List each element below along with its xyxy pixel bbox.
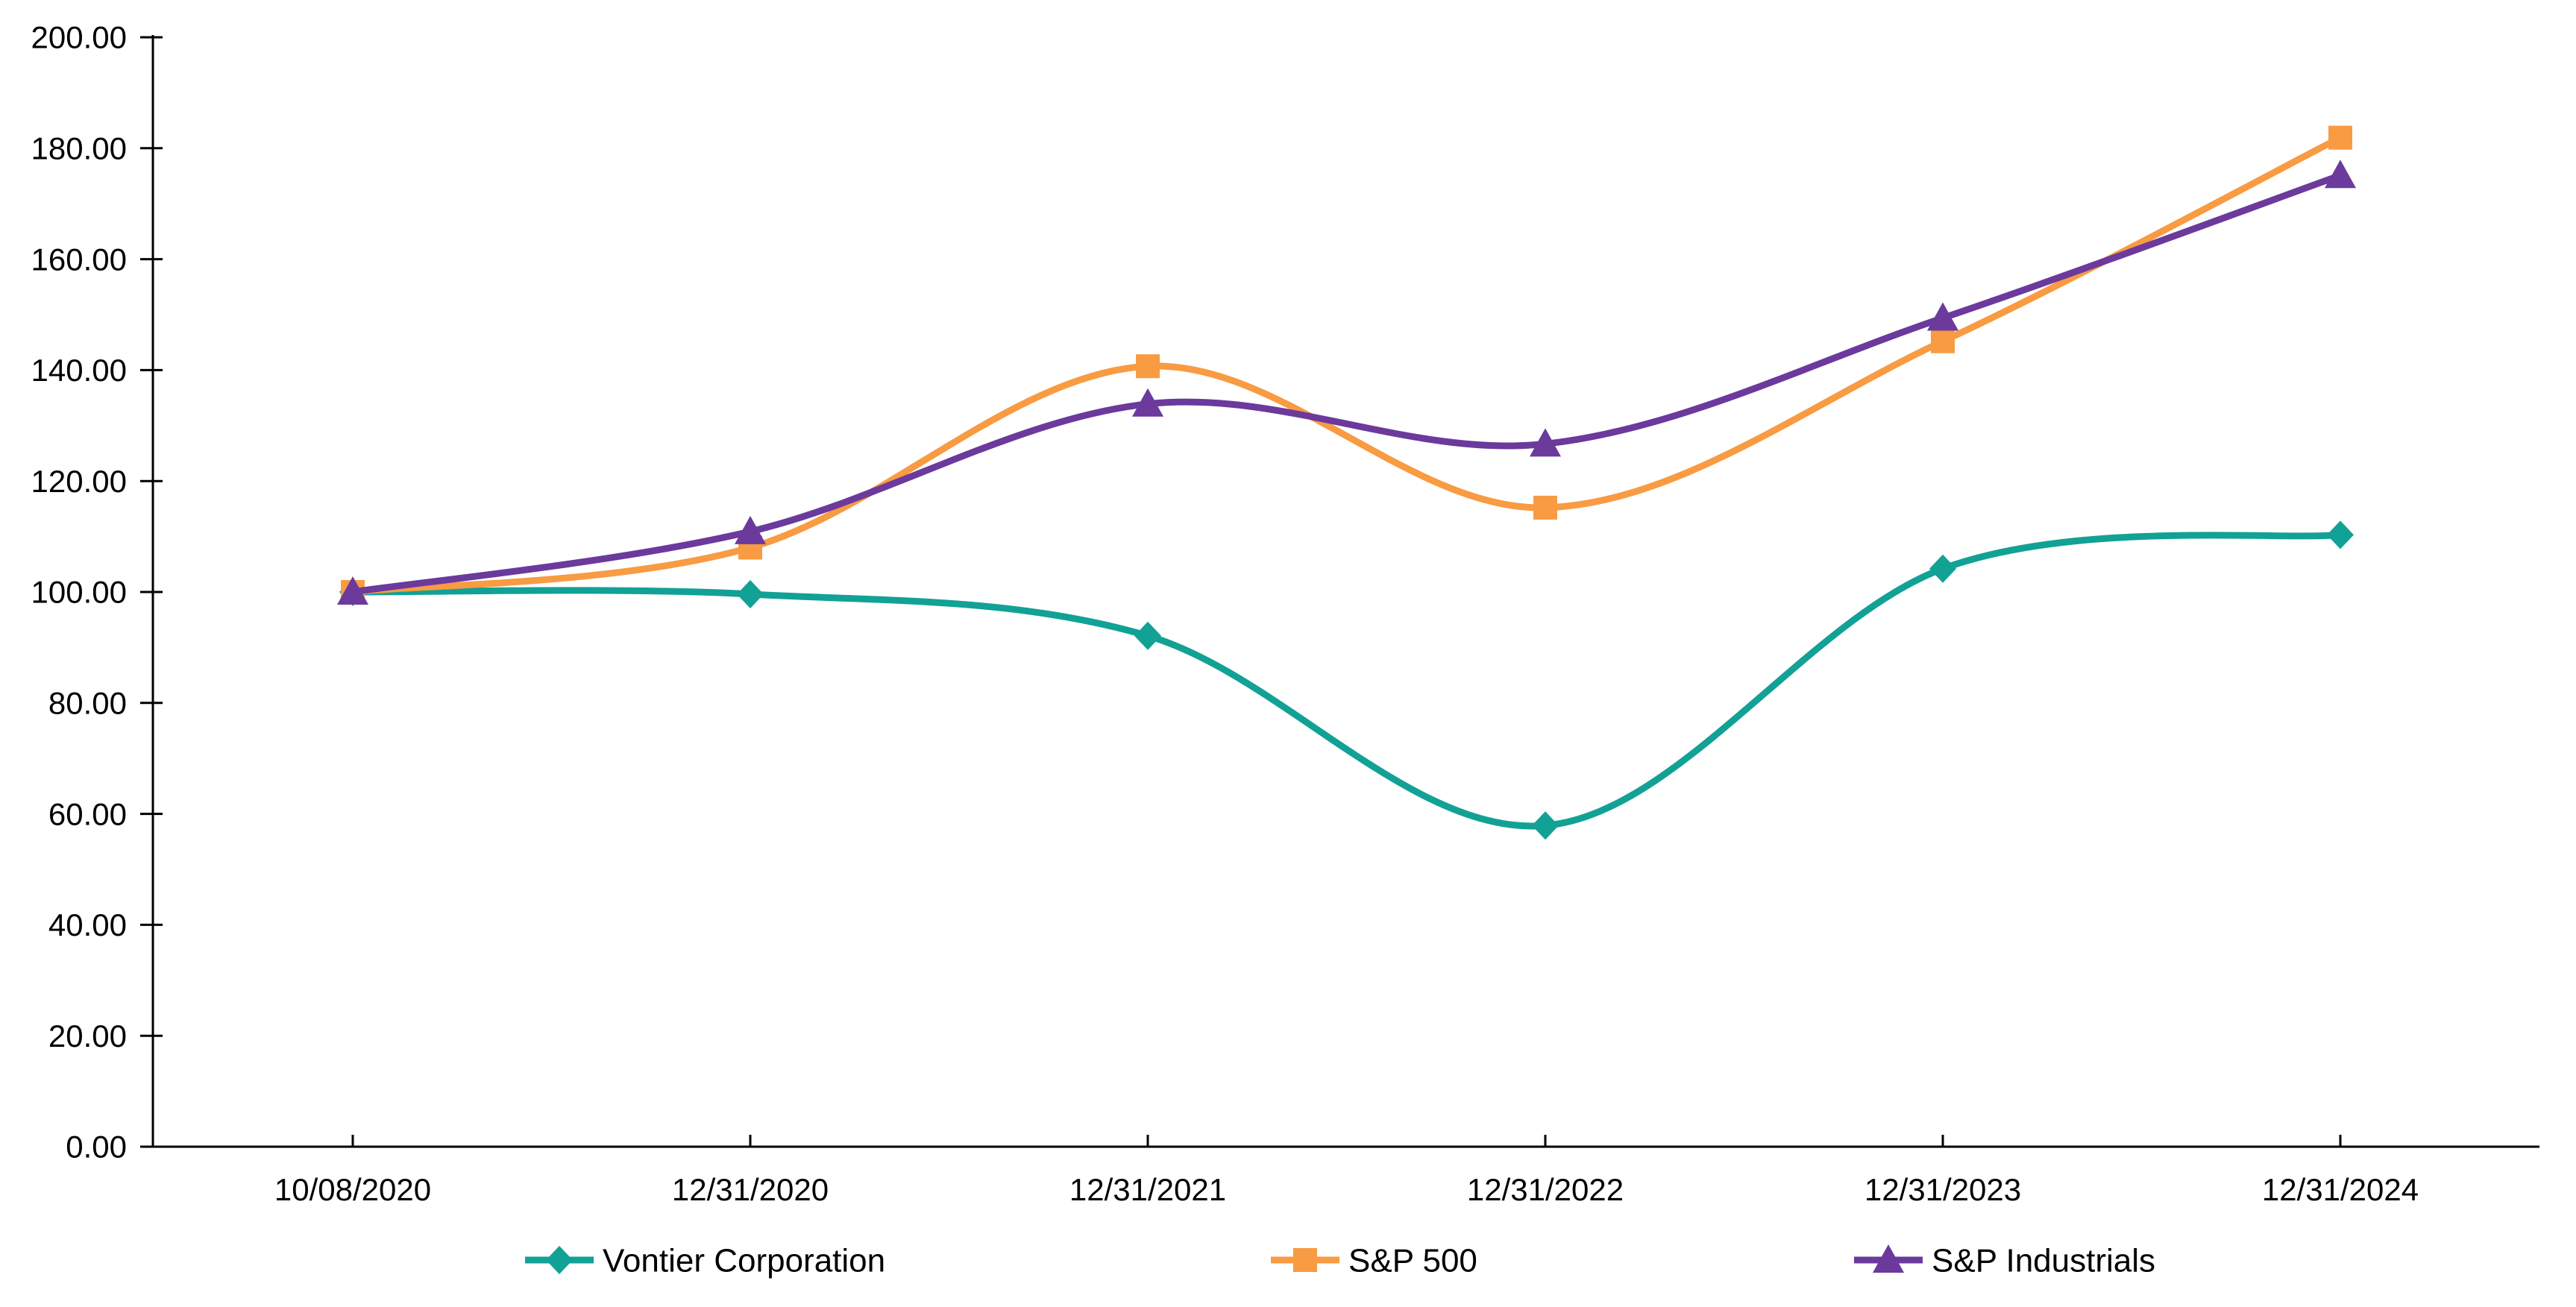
series-s-p-500-line: [349, 134, 2344, 596]
series-vontier-corporation-diamond-marker: [2327, 520, 2354, 549]
y-tick-label: 160.00: [31, 242, 127, 277]
x-tick-label: 12/31/2023: [1865, 1172, 2021, 1207]
legend-label: S&P 500: [1348, 1242, 1477, 1279]
y-tick-label: 120.00: [31, 464, 127, 499]
legend-label: S&P Industrials: [1932, 1242, 2155, 1279]
y-tick-label: 0.00: [66, 1130, 127, 1165]
series-s-p-industrials-triangle-marker: [2325, 160, 2356, 189]
series-s-p-500-square-marker: [1931, 329, 1955, 353]
series-s-p-industrials-triangle-marker: [1132, 388, 1163, 417]
x-tick-label: 10/08/2020: [274, 1172, 431, 1207]
y-tick-label: 140.00: [31, 353, 127, 388]
y-tick-label: 40.00: [48, 907, 127, 942]
legend-square-marker: [1293, 1248, 1317, 1272]
series-s-p-industrials-triangle-marker: [337, 576, 368, 605]
y-tick-label: 100.00: [31, 575, 127, 610]
y-tick-label: 60.00: [48, 796, 127, 831]
series-s-p-industrials-triangle-marker: [735, 515, 766, 544]
series-vontier-corporation-diamond-marker: [1134, 621, 1161, 650]
legend-label: Vontier Corporation: [603, 1242, 885, 1279]
series-vontier-corporation-diamond-marker: [1929, 554, 1956, 583]
y-tick-label: 200.00: [31, 20, 127, 55]
series-s-p-industrials-line: [349, 171, 2344, 596]
series-s-p-500-square-marker: [1136, 354, 1160, 379]
legend-diamond-marker: [546, 1246, 573, 1274]
x-tick-label: 12/31/2022: [1467, 1172, 1624, 1207]
y-tick-label: 80.00: [48, 686, 127, 721]
legend-triangle-marker: [1873, 1244, 1904, 1273]
series-s-p-industrials-triangle-marker: [1927, 302, 1958, 331]
y-tick-label: 180.00: [31, 131, 127, 166]
x-tick-label: 12/31/2020: [672, 1172, 829, 1207]
x-tick-label: 12/31/2024: [2262, 1172, 2419, 1207]
series-s-p-500-square-marker: [1533, 495, 1557, 520]
y-tick-label: 20.00: [48, 1018, 127, 1054]
series-s-p-500-square-marker: [2328, 125, 2352, 150]
series-vontier-corporation-diamond-marker: [737, 579, 764, 608]
series-vontier-corporation-diamond-marker: [1532, 811, 1559, 840]
series-s-p-industrials-triangle-marker: [1530, 428, 1561, 457]
x-tick-label: 12/31/2021: [1069, 1172, 1226, 1207]
series-vontier-corporation-line: [349, 531, 2344, 830]
